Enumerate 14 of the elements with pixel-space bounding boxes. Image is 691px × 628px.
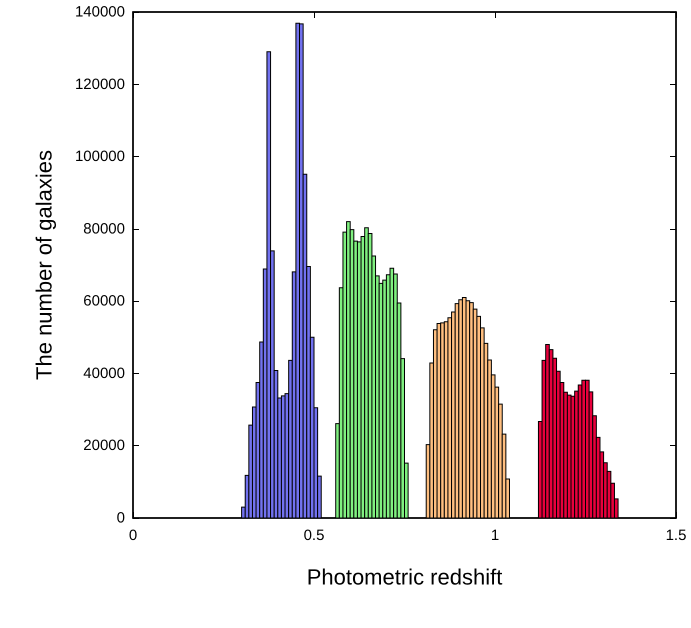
y-tick-label: 100000 [74, 148, 125, 166]
y-tick-label: 120000 [74, 76, 125, 93]
y-tick-label: 80000 [83, 220, 125, 238]
x-tick-label: 1.5 [666, 527, 686, 544]
y-tick-label: 60000 [83, 292, 125, 310]
y-axis-title: The number of galaxies [32, 150, 56, 380]
x-axis-title: Photometric redshift [306, 564, 502, 590]
x-tick-label: 0 [128, 527, 138, 544]
y-tick-label: 40000 [83, 364, 125, 382]
x-tick-label: 0.5 [304, 527, 324, 544]
y-tick-label: 20000 [83, 437, 125, 454]
y-tick-label: 0 [116, 510, 125, 526]
y-tick-label: 140000 [74, 4, 125, 20]
x-tick-label: 1 [490, 527, 500, 544]
